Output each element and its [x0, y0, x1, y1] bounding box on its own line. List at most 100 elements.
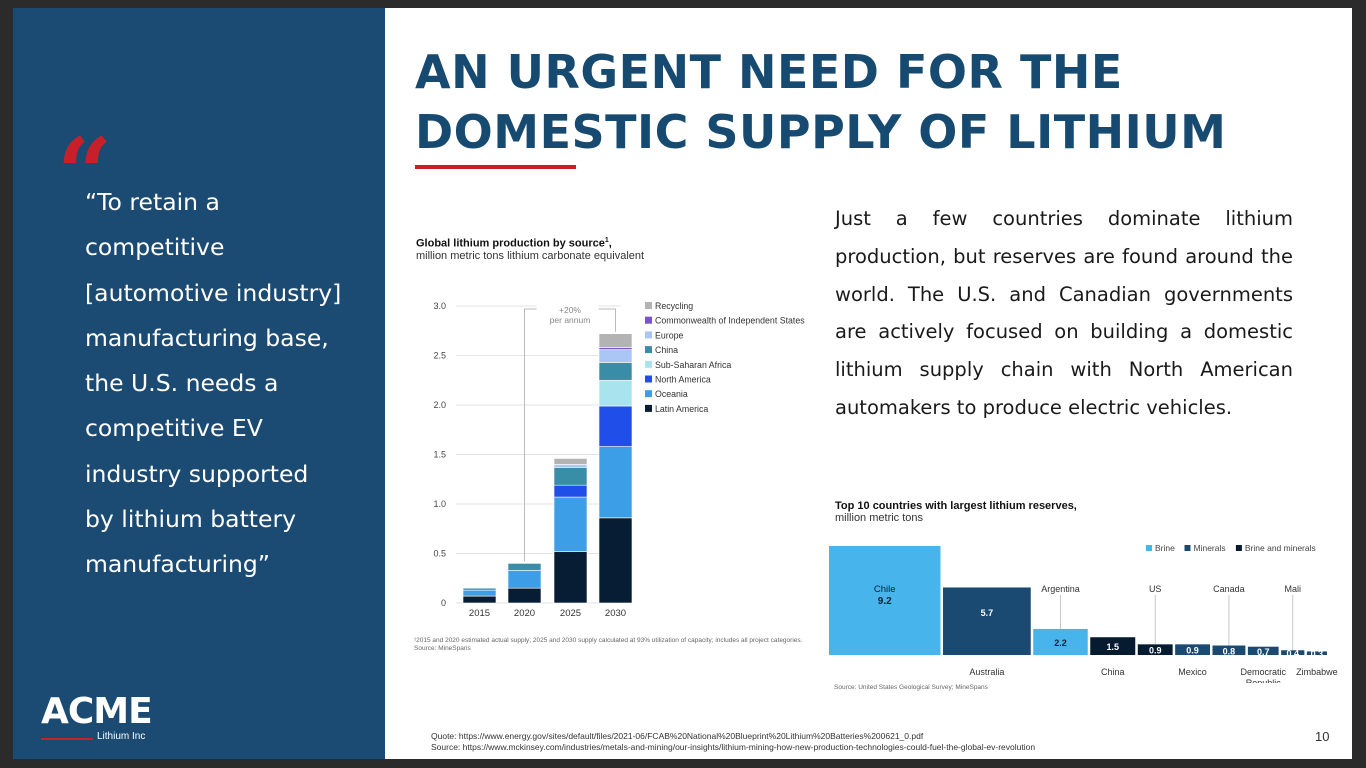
sidebar: “ “To retain a competitive [automotive i…	[13, 8, 385, 759]
country-label: Argentina	[1041, 584, 1080, 594]
quote-line: manufacturing base,	[85, 323, 329, 352]
logo-accent-line	[41, 738, 93, 740]
value-label: 5.7	[981, 608, 994, 618]
bar-segment	[553, 551, 588, 604]
bar-segment	[507, 570, 542, 589]
legend-swatch	[645, 316, 652, 324]
quote-line: industry supported	[85, 459, 309, 488]
country-label: Mali	[1284, 584, 1301, 594]
bar-segment	[553, 484, 588, 498]
bar-segment	[553, 464, 588, 468]
legend-swatch	[645, 360, 652, 368]
reserve-bar	[1090, 637, 1136, 655]
x-tick-label: 2030	[605, 608, 626, 619]
country-label: China	[1101, 667, 1125, 677]
bar-segment	[462, 595, 497, 604]
title-line-2: DOMESTIC SUPPLY OF LITHIUM	[415, 105, 1227, 159]
bar-segment	[553, 458, 588, 465]
source-notes: Quote: https://www.energy.gov/sites/defa…	[431, 731, 1035, 752]
x-tick-label: 2015	[469, 608, 490, 619]
quote-line: “To retain a	[85, 188, 220, 216]
country-label: Republic	[1246, 678, 1282, 683]
bar-segment	[507, 587, 542, 604]
country-label: Canada	[1213, 584, 1245, 594]
bar-segment	[507, 563, 542, 571]
logo-subtitle: Lithium Inc	[97, 731, 146, 742]
reserve-bar	[829, 546, 941, 655]
reserve-bar	[942, 587, 1031, 655]
legend-label: Brine and minerals	[1245, 543, 1316, 553]
body-paragraph: Just a few countries dominate lithium pr…	[835, 207, 1293, 419]
legend-swatch	[1235, 545, 1242, 551]
country-label: Democratic	[1240, 667, 1286, 677]
bar-segment	[598, 333, 633, 348]
legend-swatch	[1146, 545, 1152, 551]
chart1-title-text: Global lithium production by source	[416, 237, 605, 250]
bar-segment	[553, 496, 588, 552]
bar-segment	[553, 467, 588, 486]
reserve-bar	[1137, 644, 1173, 655]
value-label: 0.4	[1286, 649, 1299, 659]
legend-label: Commonwealth of Independent States	[655, 316, 805, 326]
bar-segment	[598, 349, 633, 363]
title-line-1: AN URGENT NEED FOR THE	[415, 45, 1123, 99]
y-tick-label: 0	[441, 598, 446, 608]
y-tick-label: 3.0	[433, 301, 446, 311]
chart2-subtitle: million metric tons	[835, 512, 924, 524]
quote-line: manufacturing”	[85, 550, 270, 579]
bar-segment	[598, 446, 633, 519]
value-label: 0.8	[1223, 646, 1236, 656]
page-number: 10	[1315, 729, 1330, 744]
y-tick-label: 2.5	[433, 351, 446, 361]
country-label: Australia	[969, 667, 1004, 677]
bar-segment	[598, 405, 633, 447]
value-label: 1.5	[1106, 642, 1119, 652]
chart1-footnote: ¹2015 and 2020 estimated actual supply; …	[414, 637, 804, 653]
legend-label: Sub-Saharan Africa	[655, 360, 731, 370]
value-label: 0.9	[1149, 646, 1162, 656]
quote-line: [automotive industry]	[85, 278, 342, 307]
legend-label: China	[655, 345, 678, 355]
legend-label: Europe	[655, 330, 683, 340]
y-tick-label: 1.5	[433, 450, 446, 460]
title-underline	[415, 165, 576, 169]
quote-line: the U.S. needs a	[85, 369, 279, 398]
legend-swatch	[645, 346, 652, 354]
reserve-bar	[1281, 650, 1305, 655]
y-tick-label: 2.0	[433, 400, 446, 410]
chart1-title-footnote-mark: 1	[604, 237, 609, 244]
legend-label: Minerals	[1194, 543, 1226, 553]
quote-line: competitive EV	[85, 414, 263, 443]
country-label: Chile	[874, 584, 896, 595]
bar-segment	[462, 587, 497, 591]
reserve-bar	[1175, 644, 1210, 655]
bar-segment	[598, 379, 633, 407]
value-label: 0.9	[1186, 646, 1199, 656]
legend-swatch	[1184, 545, 1191, 551]
legend-swatch	[645, 404, 652, 412]
value-label: 9.2	[878, 596, 892, 607]
y-tick-label: 0.5	[433, 549, 446, 559]
reserve-bar	[1212, 645, 1246, 655]
chart1-footnote-line: ¹2015 and 2020 estimated actual supply; …	[414, 637, 803, 644]
legend-swatch	[645, 331, 652, 339]
reserve-bar	[1306, 651, 1327, 655]
chart1-subtitle: million metric tons lithium carbonate eq…	[416, 250, 645, 262]
legend-label: Recycling	[655, 301, 693, 311]
slide: “ “To retain a competitive [automotive i…	[13, 8, 1352, 759]
value-label: 0.7	[1257, 647, 1270, 657]
growth-annotation: +20%	[559, 305, 581, 315]
country-label: US	[1149, 584, 1162, 594]
x-tick-label: 2020	[514, 608, 535, 619]
legend-label: Oceania	[655, 389, 688, 399]
legend-label: Latin America	[655, 404, 708, 414]
page-title: AN URGENT NEED FOR THE DOMESTIC SUPPLY O…	[415, 42, 1315, 162]
quote-line: competitive	[85, 233, 225, 262]
quote-mark-icon: “	[57, 117, 113, 230]
chart2-title: Top 10 countries with largest lithium re…	[835, 500, 1077, 512]
y-tick-label: 1.0	[433, 499, 446, 509]
legend-label: North America	[655, 375, 711, 385]
x-tick-label: 2025	[560, 608, 581, 619]
country-label: Mexico	[1178, 667, 1207, 677]
